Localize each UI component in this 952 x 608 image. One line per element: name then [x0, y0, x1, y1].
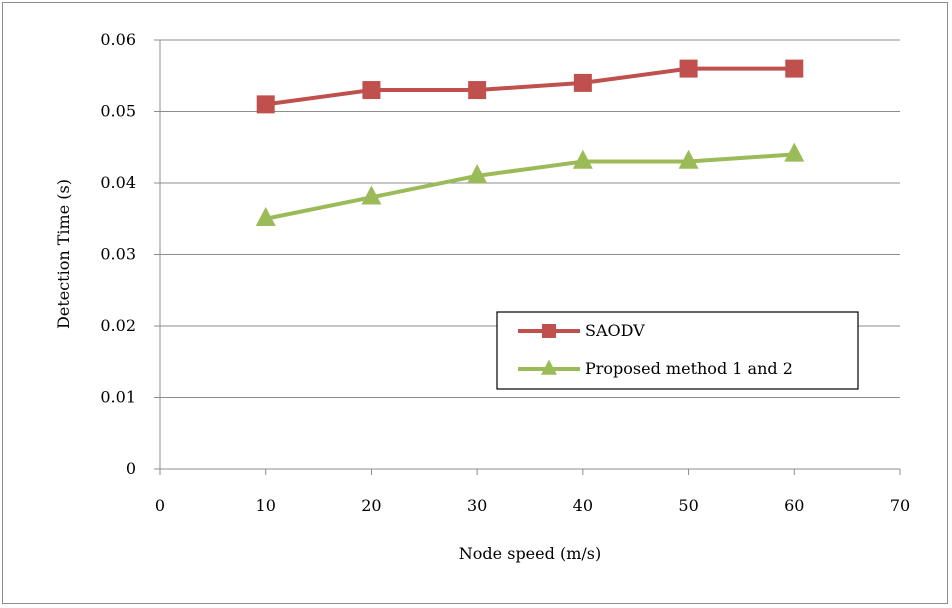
x-tick-label-0: 0: [155, 496, 165, 515]
data-point-proposed-method-50: [678, 149, 699, 169]
legend-box: [496, 311, 859, 390]
x-tick-label-10: 10: [256, 496, 276, 515]
x-tick-label-70: 70: [890, 496, 910, 515]
data-point-proposed-method-40: [572, 149, 593, 169]
series-line-saodv: [265, 66, 795, 107]
legend: SAODV Proposed method 1 and 2: [496, 311, 859, 390]
data-point-proposed-method-10: [255, 206, 276, 226]
x-tick-label-40: 40: [573, 496, 593, 515]
series-saodv: [256, 59, 804, 114]
x-tick-label-30: 30: [467, 496, 487, 515]
y-axis-title: Detection Time (s): [54, 179, 73, 329]
series-line-proposed-method: [265, 152, 795, 221]
y-tick-label-0.05: 0.05: [100, 102, 136, 121]
legend-marker-proposed-method: [541, 359, 557, 375]
axes: [154, 39, 901, 475]
data-point-saodv-40: [573, 73, 592, 92]
data-point-saodv-50: [679, 59, 698, 78]
data-point-proposed-method-30: [467, 164, 488, 184]
series-proposed-method: [255, 142, 805, 226]
y-tick-label-0.06: 0.06: [100, 30, 136, 49]
x-tick-labels: 0 10 20 30 40 50 60 70: [155, 496, 910, 515]
y-tick-label-0: 0: [126, 459, 136, 478]
x-tick-label-50: 50: [678, 496, 698, 515]
y-tick-label-0.01: 0.01: [100, 388, 136, 407]
legend-marker-saodv: [542, 324, 556, 338]
data-point-saodv-30: [468, 81, 487, 100]
data-point-saodv-20: [362, 81, 381, 100]
x-tick-label-20: 20: [361, 496, 381, 515]
x-axis-title: Node speed (m/s): [459, 544, 601, 563]
y-tick-label-0.03: 0.03: [100, 245, 136, 264]
data-point-saodv-60: [785, 59, 804, 78]
data-point-proposed-method-60: [784, 142, 805, 162]
legend-label-saodv: SAODV: [585, 321, 645, 340]
legend-label-proposed-method: Proposed method 1 and 2: [585, 359, 793, 378]
y-tick-label-0.04: 0.04: [100, 173, 136, 192]
y-tick-label-0.02: 0.02: [100, 316, 136, 335]
data-point-proposed-method-20: [361, 185, 382, 205]
x-tick-label-60: 60: [784, 496, 804, 515]
y-tick-labels: 0 0.01 0.02 0.03 0.04 0.05 0.06: [100, 30, 136, 478]
data-point-saodv-10: [256, 95, 275, 114]
series-group: [255, 59, 805, 226]
